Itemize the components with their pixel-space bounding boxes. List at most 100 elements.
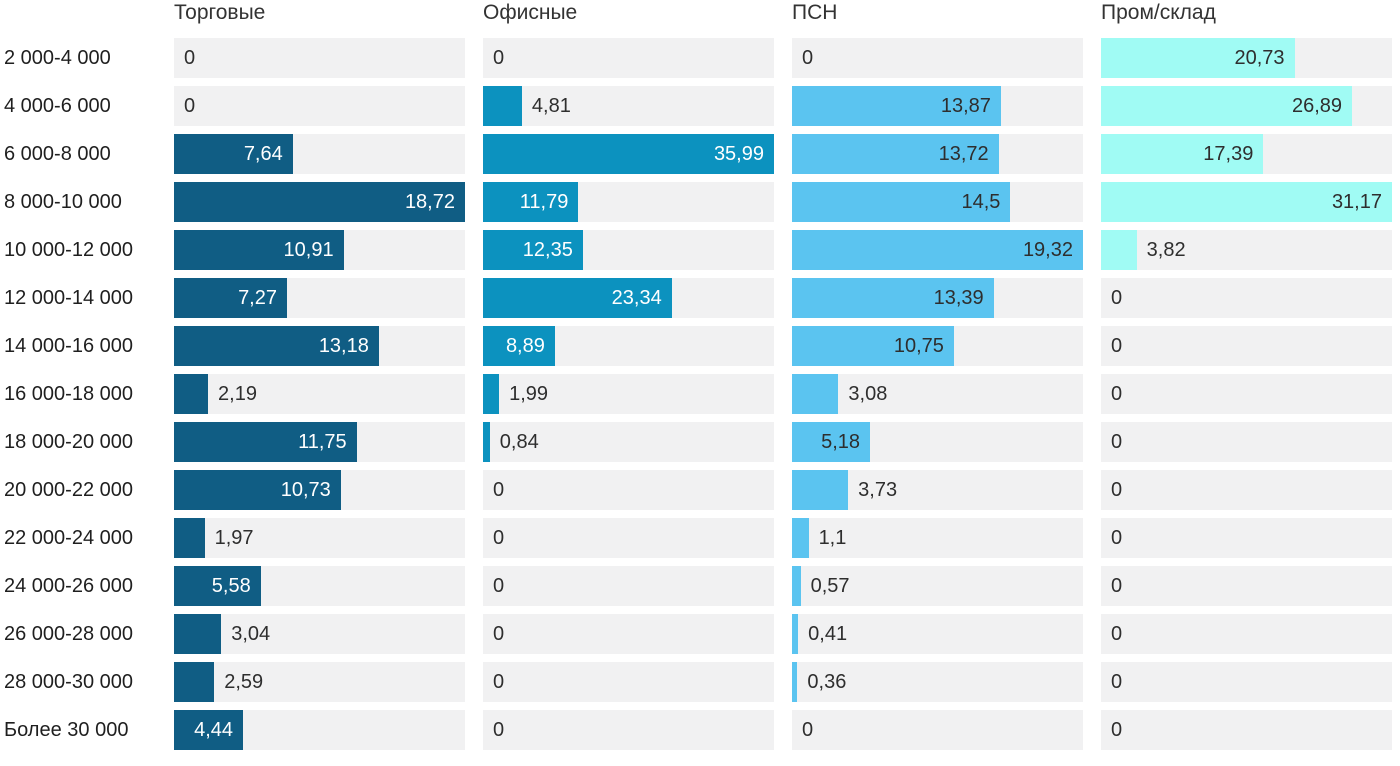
bar-value: 13,87 [940,94,991,117]
bar-value: 1,97 [214,527,254,549]
bar-value: 0,36 [807,671,847,693]
bar-value: 8,89 [505,334,545,357]
bar-value: 1,99 [509,383,549,405]
bar-track: 8,89 [483,326,774,366]
bar-track: 0 [483,710,774,750]
row-label: 12 000-14 000 [4,286,134,309]
row-label: 10 000-12 000 [4,238,134,261]
bar [483,374,500,414]
bar-value: 0,84 [499,431,539,453]
bar-track: 4,81 [483,86,774,126]
bar-track: 13,87 [792,86,1083,126]
bar [174,662,215,702]
bar-value: 5,58 [211,574,251,597]
bar [174,374,209,414]
bar-track: 0 [483,470,774,510]
row-label: 28 000-30 000 [4,670,134,693]
bar-track: 0 [792,38,1083,78]
bar: 4,44 [174,710,244,750]
bar-value: 0 [1111,383,1123,405]
row-label: Более 30 000 [4,718,129,741]
row-label: 6 000-8 000 [4,142,111,165]
bar: 31,17 [1101,182,1392,222]
bar: 7,27 [174,278,287,318]
bar: 23,34 [483,278,672,318]
bar-track: 0 [1101,566,1392,606]
bar-track: 0,41 [792,614,1083,654]
bar [792,374,839,414]
bar-value: 0,57 [810,575,850,597]
bar-track: 0 [1101,422,1392,462]
bar-track: 1,1 [792,518,1083,558]
bar-track: 0,84 [483,422,774,462]
bar: 13,72 [792,134,999,174]
bar-track: 4,44 [174,710,465,750]
column-header-1: Торговые [174,1,266,24]
column-header-2: Офисные [483,1,578,24]
bar-track: 13,18 [174,326,465,366]
bar-value: 0 [1111,623,1123,645]
bar-track: 0 [1101,470,1392,510]
bar-value: 11,79 [519,190,569,213]
bar-track: 11,79 [483,182,774,222]
row-label: 2 000-4 000 [4,46,111,69]
chart-corner-spacer [0,0,156,30]
bar: 5,18 [792,422,871,462]
bar: 18,72 [174,182,465,222]
bar-value: 0 [1111,671,1123,693]
bar-value: 0,41 [808,623,848,645]
bar: 26,89 [1101,86,1353,126]
bar-track: 23,34 [483,278,774,318]
bar-value: 0 [1111,287,1123,309]
row-label: 16 000-18 000 [4,382,134,405]
bar-track: 11,75 [174,422,465,462]
bar-track: 0 [792,710,1083,750]
bar-track: 0 [1101,710,1392,750]
bar-value: 4,81 [531,95,571,117]
bar-track: 3,04 [174,614,465,654]
bar [792,566,801,606]
bar-value: 7,27 [238,286,277,309]
bar-track: 18,72 [174,182,465,222]
bar-track: 0,57 [792,566,1083,606]
bar [792,662,798,702]
bar-value: 35,99 [713,142,764,165]
bar-value: 19,32 [1022,238,1073,261]
bar-track: 0 [1101,278,1392,318]
bar-track: 20,73 [1101,38,1392,78]
bar: 13,39 [792,278,994,318]
bar-track: 0 [483,518,774,558]
bar-track: 3,82 [1101,230,1392,270]
bar: 13,87 [792,86,1001,126]
bar-value: 5,18 [821,430,861,453]
bar-track: 12,35 [483,230,774,270]
bar: 10,75 [792,326,954,366]
bar-value: 20,73 [1234,46,1285,69]
bar-value: 3,82 [1146,239,1186,261]
bar-value: 10,91 [283,238,334,261]
bar: 7,64 [174,134,293,174]
bar-track: 5,58 [174,566,465,606]
row-label: 26 000-28 000 [4,622,134,645]
column-header-3: ПСН [792,1,838,24]
bar-value: 13,72 [938,142,989,165]
bar [792,614,799,654]
bar: 11,79 [483,182,579,222]
bar-track: 3,08 [792,374,1083,414]
bar: 14,5 [792,182,1011,222]
bar-value: 10,73 [280,478,331,501]
bar-track: 1,99 [483,374,774,414]
bar-value: 17,39 [1203,142,1254,165]
bar-value: 4,44 [194,718,234,741]
row-label: 24 000-26 000 [4,574,134,597]
bar-value: 0 [1111,479,1123,501]
bar-track: 0 [483,614,774,654]
bar [792,470,849,510]
bar-value: 10,75 [893,334,944,357]
bar: 17,39 [1101,134,1264,174]
bar-track: 10,91 [174,230,465,270]
row-label: 14 000-16 000 [4,334,134,357]
bar-track: 0 [1101,662,1392,702]
bar-track: 26,89 [1101,86,1392,126]
bar-value: 0 [1111,575,1123,597]
